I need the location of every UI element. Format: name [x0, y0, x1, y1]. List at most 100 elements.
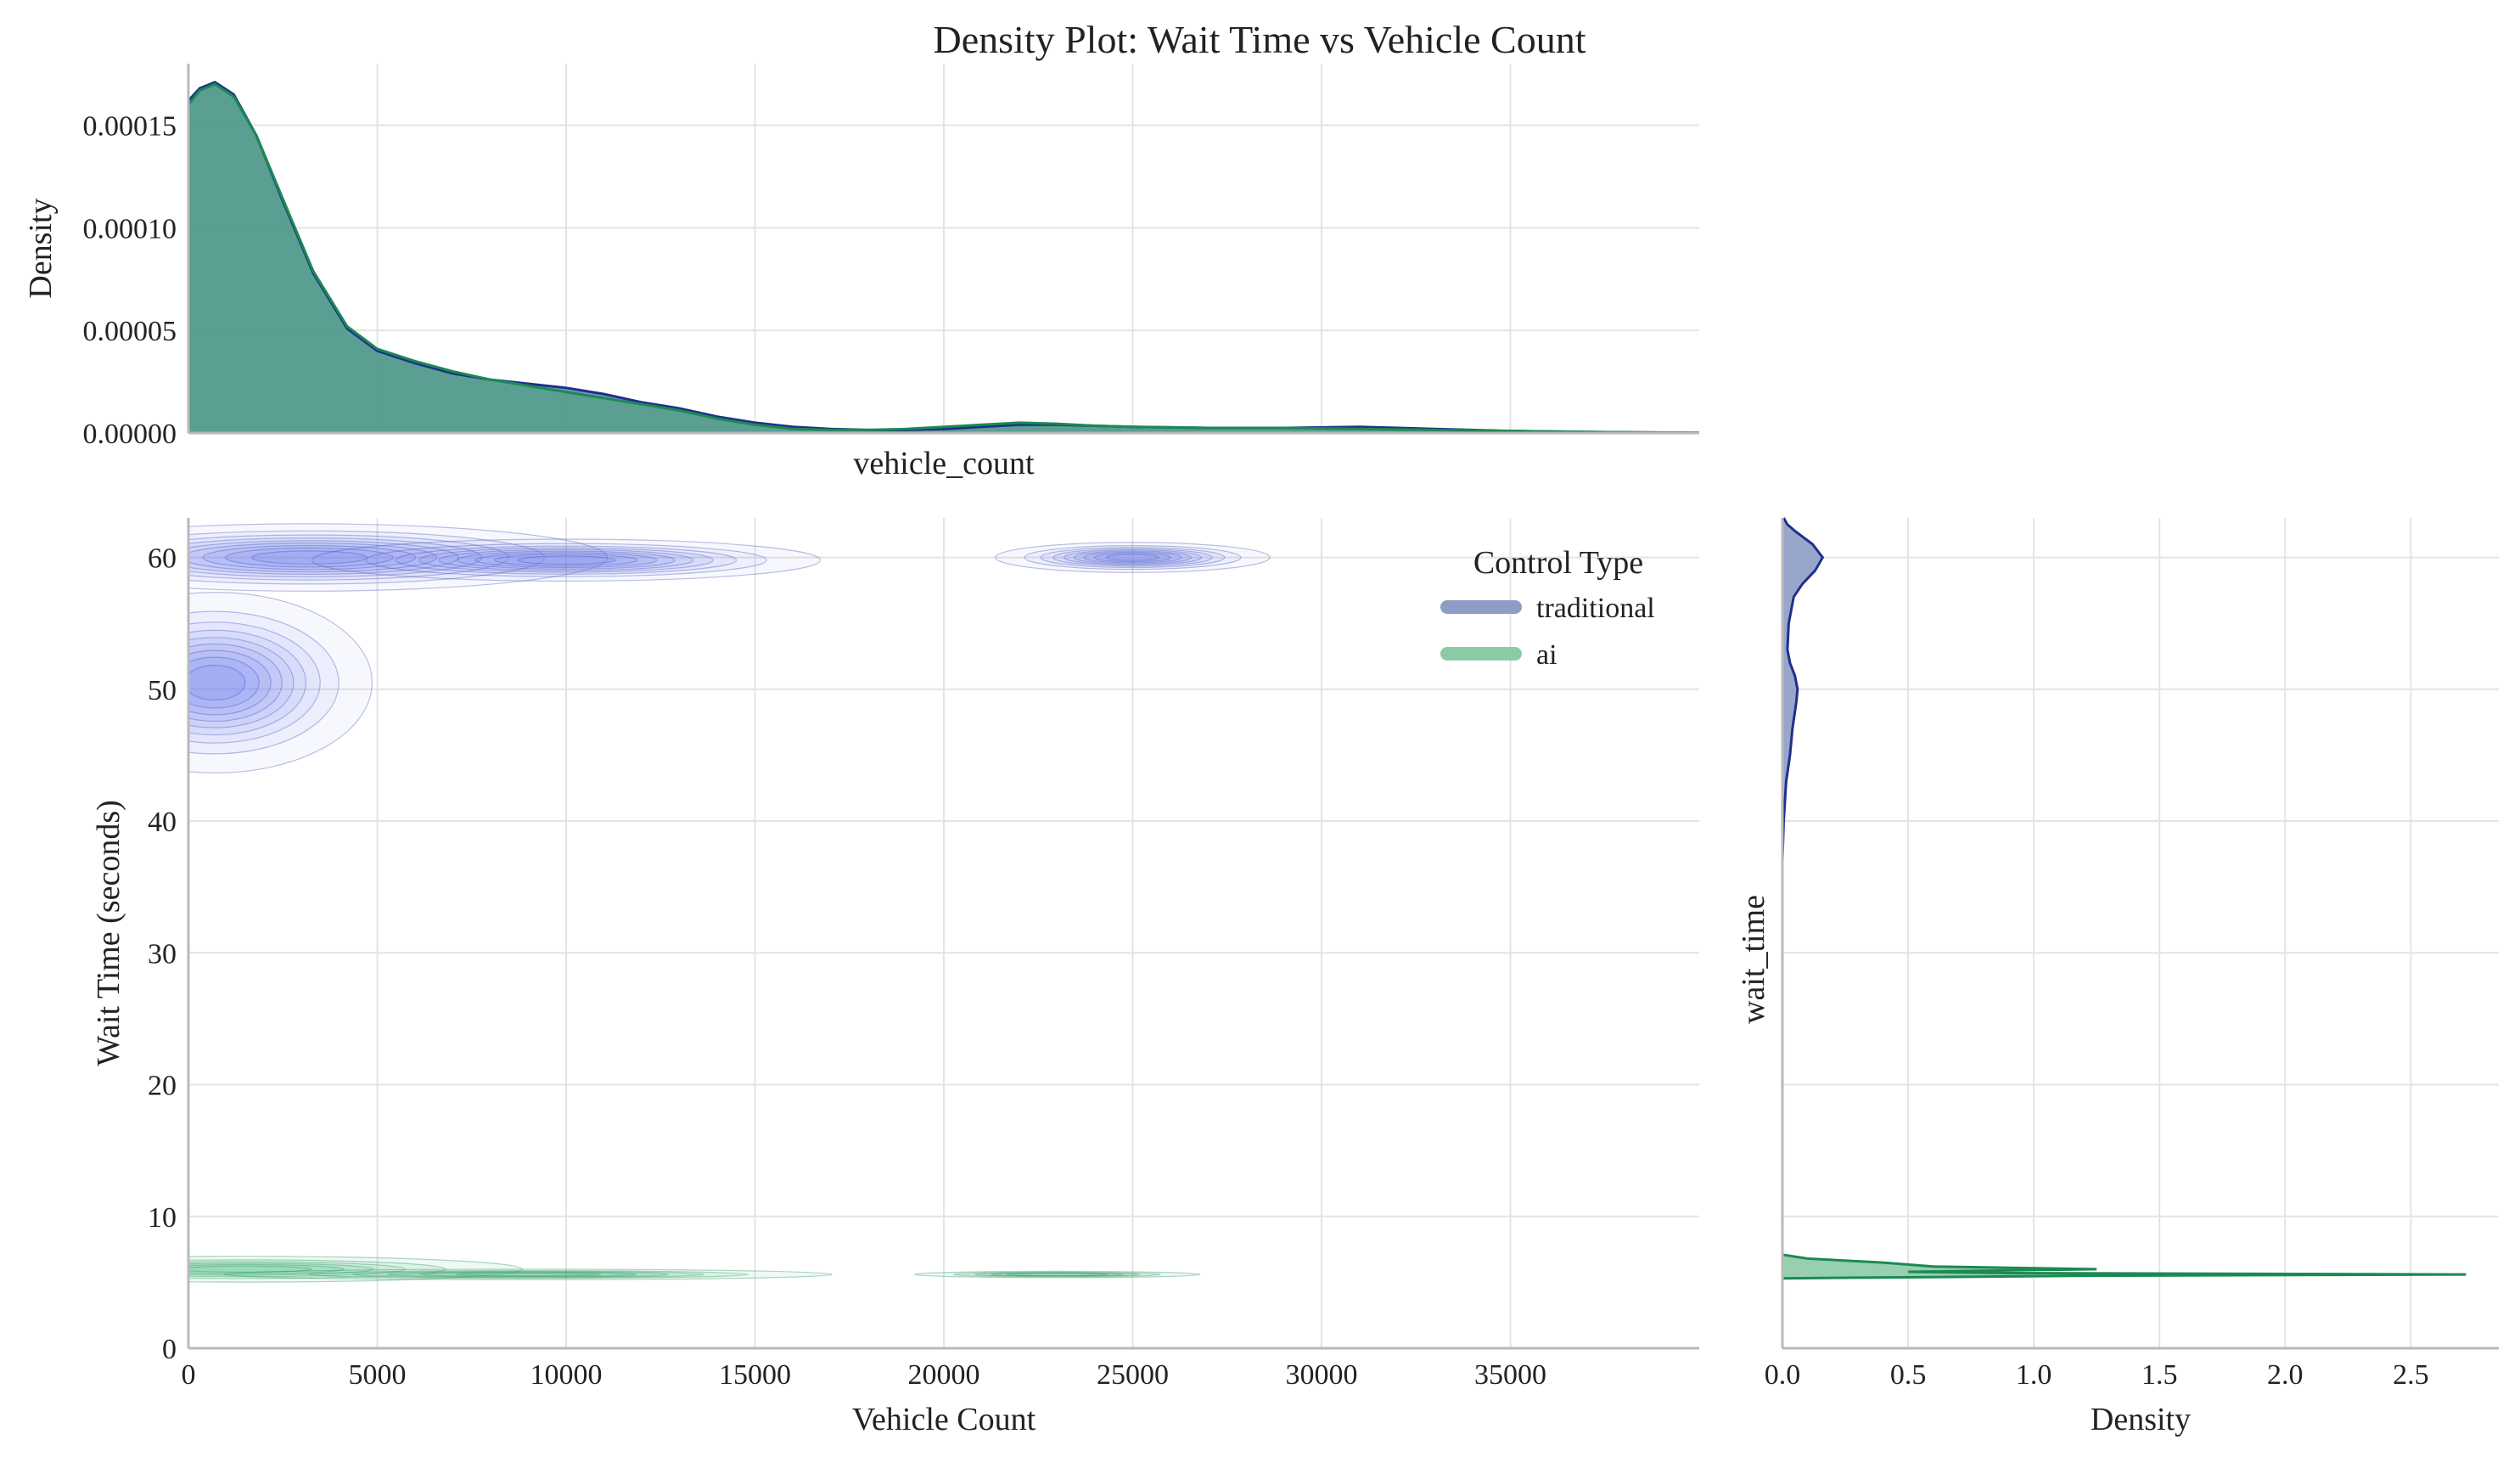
right-x-axis-label: Density [2091, 1402, 2191, 1437]
contour-traditional-mode3-level2 [1040, 547, 1226, 569]
contour-traditional-mode2-level5 [457, 550, 676, 570]
contour-traditional-mode0-level6 [188, 649, 272, 716]
joint-ytick-label: 30 [148, 938, 177, 970]
right-line-ai [1782, 1253, 2467, 1280]
contour-traditional-mode0-level0 [188, 592, 373, 773]
joint-xtick-label: 35000 [1474, 1359, 1546, 1391]
contour-traditional-mode2-level2 [395, 545, 738, 575]
joint-xtick-label: 0 [182, 1359, 196, 1391]
contour-traditional-mode2-level6 [474, 552, 658, 569]
right-marginal-panel: 0.0 0.5 1.0 1.5 2.0 2.5 Density wait_time [1736, 517, 2499, 1437]
contour-ai-mode2-level2 [974, 1272, 1141, 1277]
contour-ai-mode1-level3 [386, 1271, 671, 1278]
contour-traditional-mode1-level6 [202, 544, 417, 571]
contour-traditional-mode2-level3 [418, 547, 714, 573]
contour-ai-mode0-level0 [188, 1256, 524, 1283]
contour-traditional-mode3-level1 [1024, 544, 1242, 571]
joint-xtick-label: 15000 [719, 1359, 791, 1391]
contour-traditional-mode1-level7 [224, 547, 394, 568]
contour-traditional-mode2-level8 [516, 555, 616, 565]
contour-traditional-mode2-level0 [311, 538, 822, 582]
joint-xtick-label: 10000 [530, 1359, 603, 1391]
right-line-traditional [1781, 517, 1825, 861]
contour-traditional-mode3-level3 [1052, 548, 1213, 567]
contour-traditional-mode0-level8 [188, 664, 246, 701]
joint-ytick-label: 50 [148, 675, 177, 706]
contour-traditional-mode1-level1 [188, 530, 545, 585]
contour-traditional-mode1-level3 [188, 537, 483, 578]
top-area-ai [188, 84, 1699, 433]
right-y-axis-label: wait_time [1736, 895, 1771, 1024]
joint-xtick-label: 20000 [908, 1359, 980, 1391]
contour-ai-mode0-level5 [188, 1265, 312, 1274]
contour-ai-mode0-level4 [188, 1263, 345, 1274]
contour-traditional-mode0-level5 [188, 643, 283, 723]
contour-ai-mode2-level1 [952, 1271, 1162, 1278]
right-xtick-label: 0.0 [1765, 1359, 1801, 1391]
top-y-axis-label: Density [23, 198, 59, 298]
contour-ai-mode2-level0 [913, 1270, 1201, 1279]
joint-ytick-label: 20 [148, 1071, 177, 1102]
joint-ytick-label: 0 [162, 1334, 177, 1365]
contour-ai-mode0-level3 [188, 1262, 374, 1276]
joint-ytick-label: 60 [148, 543, 177, 575]
joint-ytick-label: 40 [148, 807, 177, 838]
top-marginal-panel: 0.00000 0.00005 0.00010 0.00015 vehicle_coun… [23, 64, 1700, 481]
contour-ai-mode2-level4 [1005, 1273, 1109, 1276]
top-x-axis-label: vehicle_count [853, 446, 1035, 481]
contour-traditional-mode0-level1 [188, 610, 340, 755]
contour-traditional-mode3-level0 [995, 542, 1271, 573]
contour-traditional-mode2-level1 [365, 543, 767, 577]
joint-contours [188, 523, 1271, 1283]
contour-traditional-mode3-level8 [1105, 554, 1160, 561]
joint-y-axis-label: Wait Time (seconds) [91, 800, 126, 1066]
contour-ai-mode0-level2 [188, 1261, 407, 1278]
legend: Control Type traditional ai [1440, 545, 1655, 671]
contour-traditional-mode2-level7 [494, 554, 638, 567]
right-xtick-label: 2.0 [2267, 1359, 2304, 1391]
contour-ai-mode0-level1 [188, 1259, 446, 1279]
contour-ai-mode1-level4 [419, 1272, 637, 1277]
legend-label-ai: ai [1536, 639, 1557, 671]
right-xtick-label: 0.5 [1890, 1359, 1927, 1391]
contour-ai-mode1-level5 [454, 1272, 602, 1277]
contour-traditional-mode3-level7 [1093, 552, 1172, 563]
contour-traditional-mode1-level4 [188, 540, 459, 575]
contour-traditional-mode3-level6 [1083, 551, 1182, 564]
contour-traditional-mode0-level4 [188, 637, 295, 728]
contour-traditional-mode1-level5 [188, 543, 438, 573]
contour-traditional-mode1-level0 [188, 523, 609, 592]
contour-traditional-mode0-level3 [188, 629, 306, 736]
right-area-traditional [1782, 518, 1823, 861]
contour-ai-mode2-level3 [990, 1272, 1125, 1277]
top-ytick-label: 0.00010 [83, 213, 177, 245]
contour-traditional-mode0-level7 [188, 656, 260, 709]
legend-title: Control Type [1473, 545, 1643, 581]
joint-panel: 0 5000 10000 15000 20000 25000 30000 35000 0 10 20… [91, 518, 1699, 1437]
top-ytick-label: 0.00000 [83, 419, 177, 450]
contour-traditional-mode2-level4 [438, 548, 694, 571]
joint-xtick-label: 25000 [1097, 1359, 1169, 1391]
right-xtick-label: 2.5 [2393, 1359, 2429, 1391]
contour-traditional-mode1-level2 [188, 534, 510, 581]
legend-label-traditional: traditional [1536, 593, 1655, 624]
top-ytick-label: 0.00005 [83, 316, 177, 347]
joint-xtick-label: 30000 [1286, 1359, 1358, 1391]
joint-xtick-label: 5000 [349, 1359, 407, 1391]
contour-ai-mode1-level2 [351, 1270, 705, 1279]
top-ytick-label: 0.00015 [83, 111, 177, 143]
contour-ai-mode1-level1 [307, 1269, 749, 1279]
right-xtick-label: 1.0 [2016, 1359, 2052, 1391]
joint-x-axis-label: Vehicle Count [852, 1402, 1036, 1437]
right-xtick-label: 1.5 [2141, 1359, 2178, 1391]
top-line-ai [187, 82, 1700, 435]
contour-traditional-mode0-level2 [188, 621, 321, 744]
contour-traditional-mode1-level8 [250, 550, 368, 565]
joint-ytick-label: 10 [148, 1202, 177, 1234]
contour-traditional-mode3-level4 [1063, 549, 1202, 566]
contour-traditional-mode3-level5 [1073, 550, 1193, 565]
contour-ai-mode1-level0 [223, 1268, 833, 1280]
